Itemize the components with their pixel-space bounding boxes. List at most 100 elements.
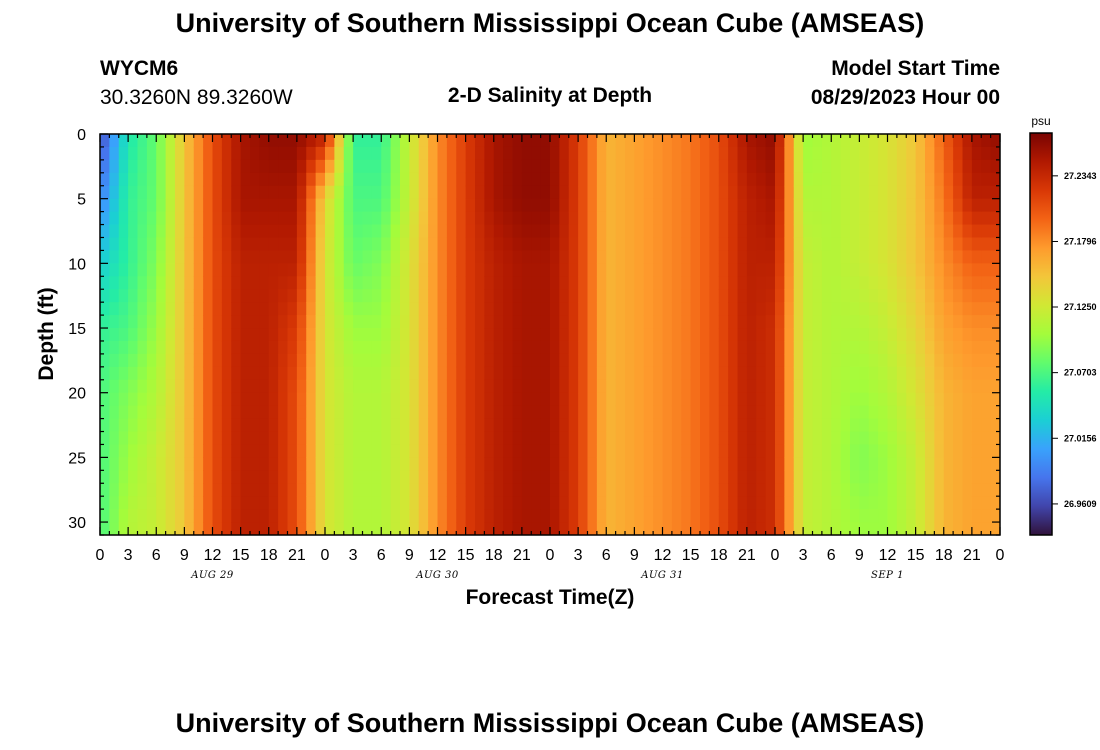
heatmap-cell — [456, 224, 467, 239]
heatmap-cell — [653, 379, 664, 394]
heatmap-cell — [906, 198, 917, 213]
heatmap-cell — [690, 405, 701, 420]
heatmap-cell — [428, 405, 439, 420]
heatmap-cell — [587, 418, 598, 433]
heatmap-cell — [493, 418, 504, 433]
heatmap-cell — [390, 185, 401, 200]
heatmap-cell — [521, 444, 532, 458]
x-tick-label: 0 — [996, 547, 1005, 564]
x-tick-label: 0 — [771, 547, 780, 564]
heatmap-cell — [784, 522, 795, 535]
heatmap-cell — [353, 392, 364, 407]
heatmap-cell — [671, 146, 682, 161]
x-tick-label: 9 — [630, 547, 639, 564]
heatmap-cell — [240, 340, 251, 355]
colorbar-tick-label: 27.0156 — [1064, 433, 1097, 443]
heatmap-cell — [531, 353, 542, 368]
heatmap-cell — [193, 185, 204, 200]
heatmap-cell — [259, 315, 270, 329]
heatmap-cell — [578, 134, 589, 148]
heatmap-cell — [915, 509, 926, 523]
heatmap-cell — [343, 172, 354, 187]
heatmap-cell — [418, 224, 429, 239]
heatmap-cell — [784, 198, 795, 213]
heatmap-cell — [578, 379, 589, 394]
heatmap-cell — [756, 405, 767, 420]
heatmap-cell — [287, 444, 298, 458]
heatmap-cell — [296, 134, 307, 148]
heatmap-cell — [325, 172, 335, 187]
heatmap-cell — [193, 289, 204, 303]
heatmap-cell — [606, 185, 617, 200]
heatmap-cell — [578, 198, 589, 213]
heatmap-cell — [653, 431, 664, 446]
heatmap-cell — [925, 444, 935, 458]
heatmap-cell — [859, 224, 870, 239]
heatmap-cell — [596, 353, 607, 368]
heatmap-cell — [821, 185, 832, 200]
heatmap-cell — [268, 444, 279, 458]
heatmap-cell — [146, 431, 157, 446]
heatmap-cell — [784, 431, 795, 446]
heatmap-cell — [850, 496, 860, 510]
heatmap-cell — [643, 224, 654, 239]
heatmap-cell — [765, 405, 776, 420]
heatmap-cell — [184, 263, 195, 277]
heatmap-cell — [465, 366, 476, 381]
heatmap-cell — [671, 302, 682, 316]
heatmap-cell — [953, 250, 964, 264]
heatmap-cell — [681, 496, 692, 510]
heatmap-cell — [240, 328, 251, 342]
heatmap-cell — [456, 276, 467, 290]
heatmap-cell — [493, 263, 504, 277]
heatmap-cell — [353, 159, 364, 174]
heatmap-cell — [437, 483, 448, 497]
heatmap-cell — [259, 302, 270, 316]
heatmap-cell — [831, 444, 842, 458]
heatmap-cell — [831, 496, 842, 510]
heatmap-cell — [925, 457, 935, 471]
heatmap-cell — [784, 366, 795, 381]
heatmap-cell — [240, 315, 251, 329]
heatmap-cell — [775, 198, 785, 213]
heatmap-cell — [625, 366, 635, 381]
heatmap-cell — [531, 457, 542, 471]
heatmap-cell — [756, 134, 767, 148]
heatmap-cell — [559, 431, 570, 446]
heatmap-cell — [437, 146, 448, 161]
heatmap-cell — [503, 328, 514, 342]
heatmap-cell — [156, 237, 167, 252]
heatmap-cell — [165, 250, 176, 264]
heatmap-cell — [765, 172, 776, 187]
x-tick-label: 3 — [349, 547, 358, 564]
heatmap-cell — [737, 315, 748, 329]
heatmap-cell — [315, 444, 326, 458]
heatmap-cell — [812, 224, 823, 239]
heatmap-cell — [465, 185, 476, 200]
heatmap-cell — [296, 302, 307, 316]
heatmap-cell — [362, 211, 373, 226]
heatmap-cell — [484, 237, 495, 252]
heatmap-cell — [803, 315, 814, 329]
heatmap-cell — [128, 185, 139, 200]
heatmap-cell — [587, 289, 598, 303]
model-start-value: 08/29/2023 Hour 00 — [810, 86, 1000, 109]
heatmap-cell — [878, 457, 889, 471]
heatmap-cell — [671, 263, 682, 277]
heatmap-cell — [906, 444, 917, 458]
heatmap-cell — [118, 276, 129, 290]
heatmap-cell — [859, 457, 870, 471]
heatmap-cell — [915, 470, 926, 484]
heatmap-cell — [493, 250, 504, 264]
heatmap-cell — [203, 211, 214, 226]
heatmap-cell — [418, 276, 429, 290]
heatmap-cell — [803, 263, 814, 277]
heatmap-cell — [306, 237, 317, 252]
heatmap-cell — [653, 198, 664, 213]
heatmap-cell — [437, 134, 448, 148]
heatmap-cell — [615, 263, 626, 277]
heatmap-cell — [737, 198, 748, 213]
heatmap-cell — [859, 392, 870, 407]
heatmap-cell — [296, 522, 307, 535]
heatmap-cell — [428, 444, 439, 458]
